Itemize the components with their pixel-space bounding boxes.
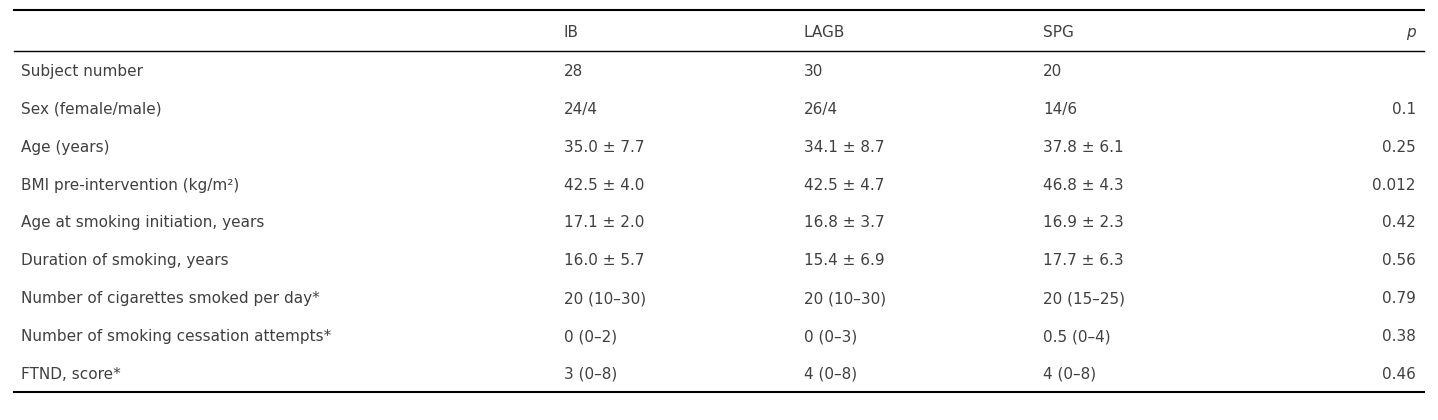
Text: 17.1 ± 2.0: 17.1 ± 2.0 <box>564 215 644 231</box>
Text: 20 (15–25): 20 (15–25) <box>1043 291 1125 306</box>
Text: Age at smoking initiation, years: Age at smoking initiation, years <box>22 215 265 231</box>
Text: 0.42: 0.42 <box>1382 215 1416 231</box>
Text: Number of smoking cessation attempts*: Number of smoking cessation attempts* <box>22 329 332 344</box>
Text: 35.0 ± 7.7: 35.0 ± 7.7 <box>564 140 644 155</box>
Text: 28: 28 <box>564 64 584 79</box>
Text: 14/6: 14/6 <box>1043 102 1077 117</box>
Text: 4 (0–8): 4 (0–8) <box>804 367 857 382</box>
Text: Age (years): Age (years) <box>22 140 109 155</box>
Text: Duration of smoking, years: Duration of smoking, years <box>22 253 229 268</box>
Text: 16.0 ± 5.7: 16.0 ± 5.7 <box>564 253 644 268</box>
Text: 0.38: 0.38 <box>1382 329 1416 344</box>
Text: p: p <box>1406 25 1416 40</box>
Text: 0.012: 0.012 <box>1372 178 1416 192</box>
Text: 0.1: 0.1 <box>1392 102 1416 117</box>
Text: 0.25: 0.25 <box>1382 140 1416 155</box>
Text: 0 (0–2): 0 (0–2) <box>564 329 617 344</box>
Text: SPG: SPG <box>1043 25 1074 40</box>
Text: BMI pre-intervention (kg/m²): BMI pre-intervention (kg/m²) <box>22 178 240 192</box>
Text: 42.5 ± 4.0: 42.5 ± 4.0 <box>564 178 644 192</box>
Text: 0 (0–3): 0 (0–3) <box>804 329 857 344</box>
Text: Sex (female/male): Sex (female/male) <box>22 102 162 117</box>
Text: 16.9 ± 2.3: 16.9 ± 2.3 <box>1043 215 1125 231</box>
Text: 30: 30 <box>804 64 823 79</box>
Text: 42.5 ± 4.7: 42.5 ± 4.7 <box>804 178 884 192</box>
Text: 20: 20 <box>1043 64 1063 79</box>
Text: 34.1 ± 8.7: 34.1 ± 8.7 <box>804 140 884 155</box>
Text: LAGB: LAGB <box>804 25 846 40</box>
Text: 20 (10–30): 20 (10–30) <box>804 291 886 306</box>
Text: 0.79: 0.79 <box>1382 291 1416 306</box>
Text: 20 (10–30): 20 (10–30) <box>564 291 646 306</box>
Text: 37.8 ± 6.1: 37.8 ± 6.1 <box>1043 140 1123 155</box>
Text: 46.8 ± 4.3: 46.8 ± 4.3 <box>1043 178 1123 192</box>
Text: 0.5 (0–4): 0.5 (0–4) <box>1043 329 1110 344</box>
Text: 16.8 ± 3.7: 16.8 ± 3.7 <box>804 215 884 231</box>
Text: Subject number: Subject number <box>22 64 144 79</box>
Text: 3 (0–8): 3 (0–8) <box>564 367 617 382</box>
Text: FTND, score*: FTND, score* <box>22 367 121 382</box>
Text: 15.4 ± 6.9: 15.4 ± 6.9 <box>804 253 884 268</box>
Text: 17.7 ± 6.3: 17.7 ± 6.3 <box>1043 253 1123 268</box>
Text: IB: IB <box>564 25 580 40</box>
Text: 24/4: 24/4 <box>564 102 598 117</box>
Text: 0.46: 0.46 <box>1382 367 1416 382</box>
Text: Number of cigarettes smoked per day*: Number of cigarettes smoked per day* <box>22 291 321 306</box>
Text: 26/4: 26/4 <box>804 102 838 117</box>
Text: 0.56: 0.56 <box>1382 253 1416 268</box>
Text: 4 (0–8): 4 (0–8) <box>1043 367 1096 382</box>
